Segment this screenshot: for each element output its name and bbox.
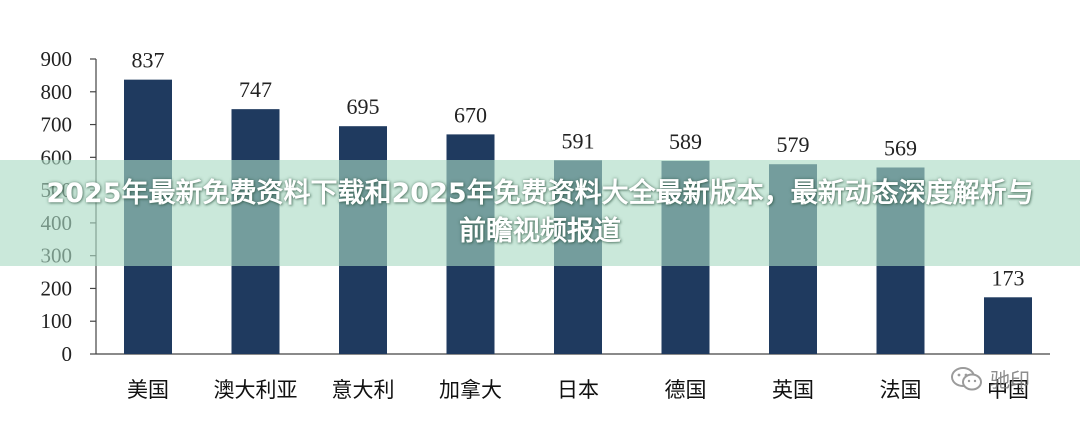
value-label: 695 <box>347 94 380 119</box>
category-labels: 美国 澳大利亚 意大利 加拿大 日本 德国 英国 法国 中国 <box>127 378 1029 402</box>
value-labels: 837 747 695 670 591 589 579 569 173 <box>132 48 1025 291</box>
y-tick-label: 800 <box>41 80 73 104</box>
value-label: 589 <box>669 129 702 154</box>
value-label: 747 <box>239 77 272 102</box>
category-label: 澳大利亚 <box>214 378 298 402</box>
watermark-text: 驰印 <box>990 368 1030 392</box>
value-label: 579 <box>777 132 810 157</box>
category-label: 法国 <box>880 378 922 402</box>
value-label: 670 <box>454 102 487 127</box>
y-tick-label: 200 <box>41 276 73 300</box>
y-tick-label: 100 <box>41 309 73 333</box>
watermark: 驰印 <box>950 364 1030 393</box>
category-label: 美国 <box>127 378 169 402</box>
value-label: 173 <box>992 265 1025 290</box>
category-label: 日本 <box>557 378 599 402</box>
value-label: 569 <box>884 135 917 160</box>
category-label: 中国 <box>987 378 1029 402</box>
category-label: 意大利 <box>332 378 395 402</box>
category-label: 英国 <box>772 378 814 402</box>
y-tick-label: 0 <box>62 342 73 366</box>
wechat-icon <box>951 366 982 390</box>
title-banner: 2025年最新免费资料下载和2025年免费资料大全最新版本，最新动态深度解析与前… <box>0 160 1080 266</box>
y-tick-label: 900 <box>41 47 73 71</box>
banner-title: 2025年最新免费资料下载和2025年免费资料大全最新版本，最新动态深度解析与前… <box>46 178 1034 247</box>
category-label: 加拿大 <box>439 378 502 402</box>
category-label: 德国 <box>665 378 707 402</box>
value-label: 837 <box>132 48 165 73</box>
bar <box>984 297 1032 354</box>
value-label: 591 <box>562 128 595 153</box>
y-tick-label: 700 <box>41 113 73 137</box>
